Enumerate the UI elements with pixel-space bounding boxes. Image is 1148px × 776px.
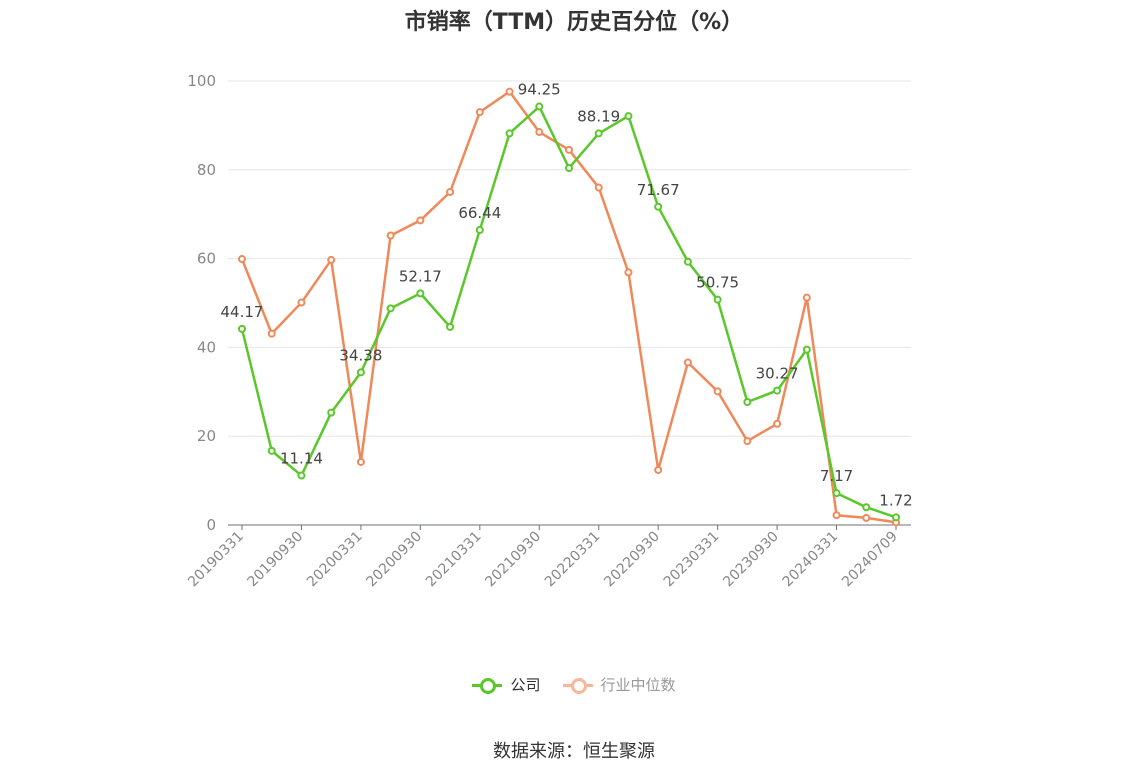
data-point-company <box>683 257 692 266</box>
data-point-industry <box>565 145 573 154</box>
x-tick-label: 20230331 <box>661 529 723 591</box>
data-point-industry <box>238 255 246 264</box>
x-tick-label: 20190331 <box>185 529 247 591</box>
data-point-company <box>832 489 841 498</box>
data-point-industry <box>416 216 425 225</box>
data-point-company <box>416 289 425 298</box>
data-point-industry <box>267 329 276 338</box>
data-label-company: 66.44 <box>458 204 501 222</box>
x-tick-label: 20230930 <box>720 529 782 591</box>
chart-legend: 公司 行业中位数 <box>0 674 1148 695</box>
data-point-company <box>535 102 544 111</box>
y-tick-label: 20 <box>197 427 216 445</box>
data-label-company: 50.75 <box>696 274 739 292</box>
legend-company-marker-icon <box>472 675 503 695</box>
data-point-company <box>802 345 811 354</box>
data-point-industry <box>862 513 871 522</box>
data-point-company <box>565 164 573 173</box>
x-tick-label: 20210331 <box>423 529 485 591</box>
data-label-company: 52.17 <box>399 267 442 285</box>
x-tick-label: 20200930 <box>363 529 425 591</box>
data-point-company <box>862 503 871 512</box>
data-point-industry <box>832 511 841 520</box>
data-label-company: 71.67 <box>637 181 680 199</box>
y-tick-label: 40 <box>197 338 216 356</box>
legend-company-label: 公司 <box>510 676 541 694</box>
data-point-company <box>624 112 633 121</box>
x-tick-label: 20190930 <box>245 529 307 591</box>
data-point-company <box>743 398 752 407</box>
data-label-company: 7.17 <box>820 467 853 485</box>
data-point-industry <box>475 108 484 117</box>
data-label-company: 44.17 <box>221 303 264 321</box>
series-line-industry <box>240 90 897 524</box>
legend-industry-marker-icon <box>562 675 593 695</box>
x-tick-label: 20200331 <box>304 529 366 591</box>
data-label-company: 88.19 <box>577 107 620 125</box>
data-point-company <box>773 386 782 395</box>
x-tick-label: 20240331 <box>780 529 842 591</box>
x-tick-label: 20220930 <box>601 529 663 591</box>
data-point-company <box>892 513 900 522</box>
data-point-company <box>356 368 365 377</box>
data-point-company <box>505 129 514 138</box>
data-point-industry <box>535 128 544 137</box>
data-point-industry <box>624 268 633 277</box>
data-point-company <box>475 226 484 235</box>
data-point-industry <box>297 298 306 307</box>
data-point-company <box>594 129 603 138</box>
data-point-industry <box>594 183 603 192</box>
y-tick-label: 60 <box>197 250 216 268</box>
data-point-company <box>297 471 306 480</box>
data-point-company <box>446 322 455 331</box>
data-point-industry <box>446 188 455 196</box>
chart-title: 市销率（TTM）历史百分位（%） <box>404 10 744 35</box>
data-point-company <box>654 202 663 211</box>
data-label-company: 30.27 <box>756 365 799 383</box>
data-point-industry <box>683 358 692 367</box>
data-point-industry <box>713 387 722 396</box>
legend-item-industry[interactable]: 行业中位数 <box>562 674 676 695</box>
y-tick-label: 100 <box>187 72 216 90</box>
data-label-company: 1.72 <box>879 491 912 509</box>
data-point-industry <box>386 231 395 240</box>
data-point-industry <box>654 465 663 474</box>
data-point-company <box>267 446 276 455</box>
data-point-industry <box>327 255 336 264</box>
x-tick-label: 20240709 <box>839 529 901 591</box>
data-point-industry <box>356 457 365 466</box>
y-tick-label: 0 <box>206 516 216 534</box>
x-tick-label: 20210930 <box>482 529 544 591</box>
data-label-company: 34.38 <box>339 346 382 364</box>
x-tick-label: 20220331 <box>542 529 604 591</box>
data-point-industry <box>505 87 514 96</box>
data-label-company: 11.14 <box>280 450 323 468</box>
data-point-industry <box>802 293 811 302</box>
data-point-company <box>713 295 722 304</box>
legend-item-company[interactable]: 公司 <box>472 674 541 695</box>
data-point-industry <box>743 437 752 446</box>
data-point-company <box>327 408 336 417</box>
data-point-company <box>386 304 395 313</box>
y-tick-label: 80 <box>197 161 216 179</box>
data-point-industry <box>773 419 782 428</box>
legend-industry-label: 行业中位数 <box>600 676 676 694</box>
data-label-company: 94.25 <box>518 81 561 99</box>
data-point-company <box>238 324 246 333</box>
data-source-note: 数据来源：恒生聚源 <box>493 741 655 762</box>
